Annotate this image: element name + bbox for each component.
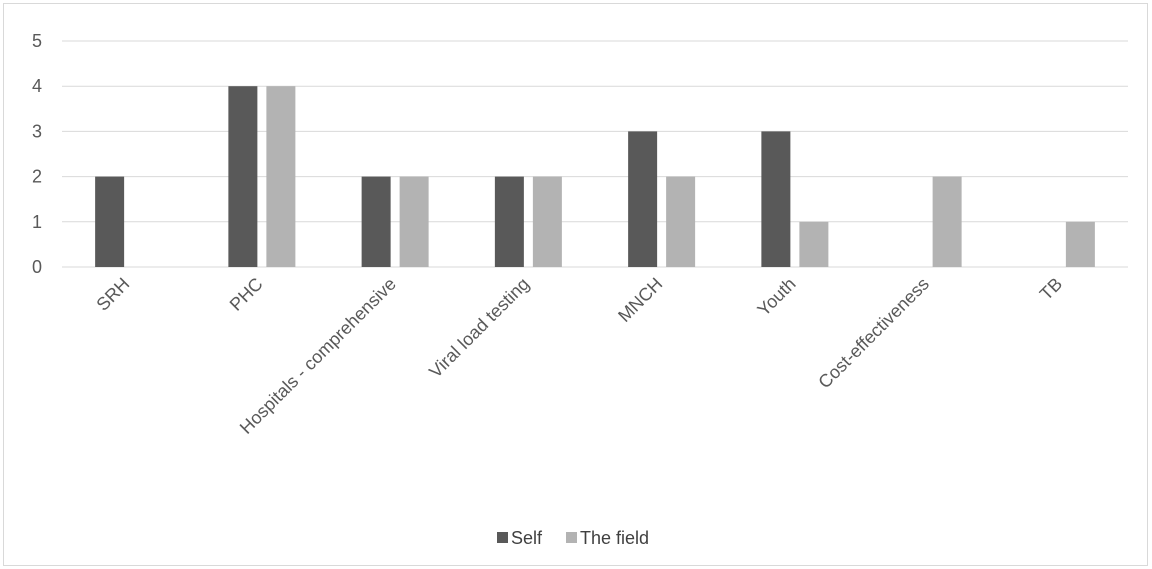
bar-self-0 bbox=[95, 176, 125, 267]
bars bbox=[95, 86, 1095, 267]
legend-swatch-self bbox=[497, 532, 508, 543]
y-tick-label-0: 0 bbox=[32, 257, 42, 277]
bar-the-field-1 bbox=[266, 86, 296, 267]
bar-the-field-3 bbox=[532, 176, 562, 267]
legend-label-the-field: The field bbox=[580, 528, 649, 548]
bar-the-field-4 bbox=[666, 176, 696, 267]
x-category-label-5: Youth bbox=[753, 274, 799, 320]
bar-the-field-7 bbox=[1065, 221, 1095, 267]
bar-self-5 bbox=[761, 131, 791, 267]
x-category-label-3: Viral load testing bbox=[425, 274, 533, 382]
bar-the-field-6 bbox=[932, 176, 962, 267]
y-tick-label-5: 5 bbox=[32, 31, 42, 51]
x-category-label-2: Hospitals - comprehensive bbox=[236, 274, 400, 438]
y-tick-label-2: 2 bbox=[32, 167, 42, 187]
x-category-label-7: TB bbox=[1036, 274, 1066, 304]
legend-swatch-the-field bbox=[566, 532, 577, 543]
bar-self-3 bbox=[494, 176, 524, 267]
y-tick-label-3: 3 bbox=[32, 121, 42, 141]
bar-the-field-2 bbox=[399, 176, 429, 267]
legend: Self The field bbox=[497, 528, 649, 548]
gridlines bbox=[62, 40, 1128, 268]
x-category-label-0: SRH bbox=[92, 274, 133, 315]
bar-self-4 bbox=[628, 131, 658, 267]
legend-label-self: Self bbox=[511, 528, 543, 548]
bar-the-field-5 bbox=[799, 221, 829, 267]
bar-self-2 bbox=[361, 176, 391, 267]
x-category-label-1: PHC bbox=[226, 274, 267, 315]
x-category-label-4: MNCH bbox=[614, 274, 666, 326]
y-tick-label-1: 1 bbox=[32, 212, 42, 232]
x-category-label-6: Cost-effectiveness bbox=[814, 274, 933, 393]
y-tick-label-4: 4 bbox=[32, 76, 42, 96]
chart-area bbox=[3, 3, 1148, 566]
bar-self-1 bbox=[228, 86, 258, 267]
y-axis-tick-labels: 0 1 2 3 4 5 bbox=[32, 31, 42, 277]
